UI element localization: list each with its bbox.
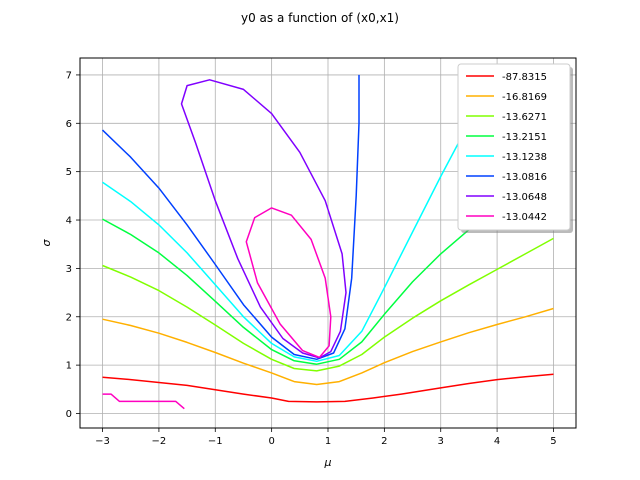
legend-label: -16.8169 [502,92,547,103]
y-tick-label: 4 [66,216,72,227]
x-tick-label: 1 [325,436,331,447]
series-line-7 [102,393,185,410]
series-line-4 [102,84,488,363]
y-tick-label: 0 [66,409,72,420]
legend-box [457,63,571,231]
plot-lines [101,74,554,410]
y-tick-label: 3 [66,264,72,275]
y-tick-label: 5 [66,167,72,178]
y-axis-label: σ [40,238,53,246]
legend-label: -13.1238 [502,152,547,163]
x-axis-label: μ [324,456,332,469]
legend: -87.8315 -16.8169 -13.6271 -13.2151 -13.1238… [457,63,573,233]
series-line-0 [102,373,554,403]
series-line-1 [102,307,554,386]
series-line-2 [102,237,554,372]
x-tick-label: 4 [494,436,500,447]
y-tick-label: 6 [66,119,72,130]
y-tick-label: 2 [66,312,72,323]
series-line-6 [180,79,347,359]
x-tick-label: −3 [95,436,110,447]
legend-label: -13.2151 [502,132,547,143]
y-tick-label: 1 [66,361,72,372]
chart-title: y0 as a function of (x0,x1) [241,11,399,25]
legend-label: -13.0648 [502,192,547,203]
legend-label: -13.0442 [502,212,547,223]
legend-label: -13.6271 [502,112,547,123]
legend-label: -13.0816 [502,172,547,183]
legend-label: -87.8315 [502,72,547,83]
x-tick-label: 5 [550,436,556,447]
y-tick-label: 7 [66,70,72,81]
series-line-7 [245,207,332,359]
x-tick-label: 0 [268,436,274,447]
x-tick-label: 2 [381,436,387,447]
y-axis-ticks: 0 1 2 3 4 5 6 7 [66,70,80,420]
x-tick-label: −1 [208,436,223,447]
series-line-5 [101,74,360,361]
x-tick-label: −2 [152,436,167,447]
x-tick-label: 3 [438,436,444,447]
x-axis-ticks: −3 −2 −1 0 1 2 3 4 5 [95,428,557,447]
